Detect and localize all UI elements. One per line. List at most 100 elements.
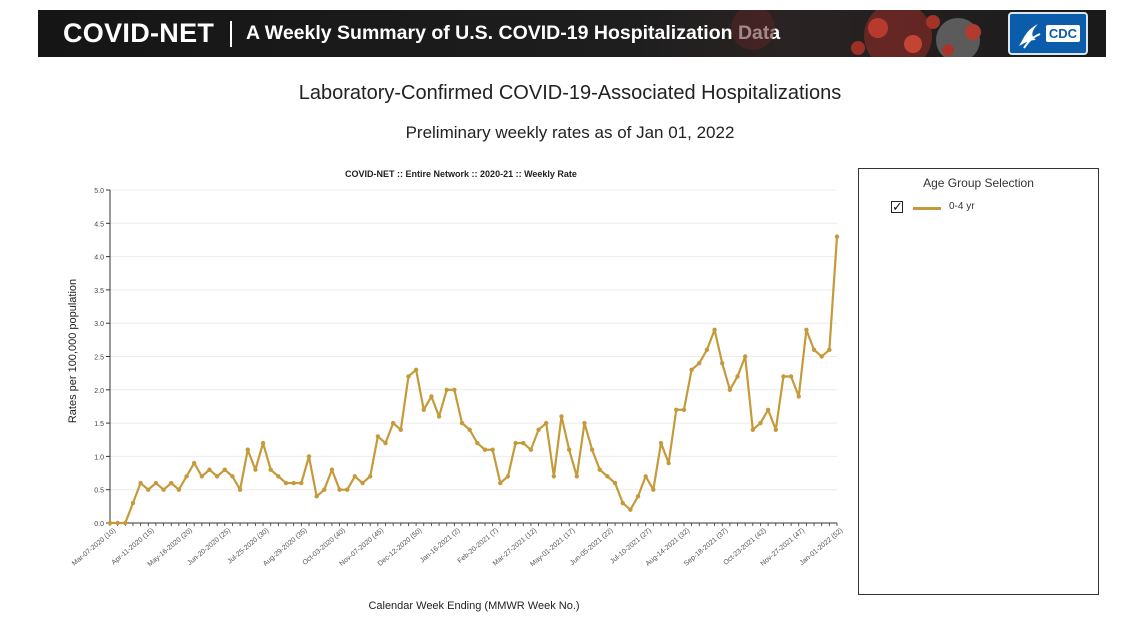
data-point xyxy=(628,507,633,512)
x-tick-label: Jan-16-2021 (2) xyxy=(419,527,462,564)
data-point xyxy=(161,487,166,492)
data-point xyxy=(230,474,235,479)
data-point xyxy=(513,440,518,446)
data-point xyxy=(322,487,327,492)
data-point xyxy=(475,440,480,446)
chart-title: COVID-NET :: Entire Network :: 2020-21 :… xyxy=(345,169,577,179)
y-tick-label: 4.0 xyxy=(94,255,104,262)
data-point xyxy=(582,420,587,426)
checkbox-checked-icon[interactable]: ✓ xyxy=(891,199,903,214)
data-point xyxy=(283,480,289,486)
data-point xyxy=(169,480,174,486)
data-point xyxy=(138,480,143,486)
y-tick-label: 2.5 xyxy=(94,355,104,362)
data-point xyxy=(574,474,580,479)
data-point xyxy=(674,407,679,412)
hhs-eagle-icon xyxy=(1019,24,1041,49)
y-tick-label: 2.0 xyxy=(94,388,104,395)
data-point xyxy=(666,460,671,466)
y-axis-label: Rates per 100,000 population xyxy=(67,279,79,423)
data-point xyxy=(260,440,266,446)
x-tick-label: Jan-01-2022 (52) xyxy=(799,527,845,567)
y-tick-label: 4.5 xyxy=(94,221,104,228)
data-point xyxy=(352,474,358,479)
data-point xyxy=(429,394,434,399)
data-point xyxy=(314,494,319,499)
y-tick-label: 0.5 xyxy=(94,488,104,495)
banner-subtitle: A Weekly Summary of U.S. COVID-19 Hospit… xyxy=(246,22,781,44)
data-point xyxy=(505,474,511,479)
data-point xyxy=(436,414,442,419)
banner-divider xyxy=(230,21,232,47)
data-point xyxy=(482,447,488,452)
cdc-logo[interactable]: CDC xyxy=(1008,12,1088,55)
series-line-0-4-yr xyxy=(110,236,839,525)
data-point xyxy=(184,474,189,479)
data-point xyxy=(406,374,411,379)
y-tick-label: 1.5 xyxy=(94,421,104,428)
data-point xyxy=(276,474,281,479)
data-point xyxy=(421,407,426,412)
data-point xyxy=(781,374,786,379)
data-point xyxy=(345,487,350,492)
data-point xyxy=(827,347,832,353)
data-point xyxy=(788,374,794,379)
data-point xyxy=(329,467,335,472)
data-point xyxy=(123,520,128,526)
data-point xyxy=(643,474,648,479)
data-point xyxy=(207,467,212,472)
data-point xyxy=(742,354,748,359)
data-point xyxy=(115,520,120,526)
data-point xyxy=(191,460,197,466)
data-point xyxy=(528,447,534,452)
data-point xyxy=(765,407,771,412)
x-tick-label: Jun-20-2020 (25) xyxy=(186,527,232,567)
virus-illustration-icon xyxy=(731,10,981,57)
data-point xyxy=(245,447,250,452)
page-subtitle: Preliminary weekly rates as of Jan 01, 2… xyxy=(405,123,735,142)
data-point xyxy=(834,234,840,239)
y-tick-label: 1.0 xyxy=(94,454,104,461)
data-point xyxy=(467,427,472,432)
data-point xyxy=(811,347,817,353)
data-point xyxy=(299,480,304,486)
data-point xyxy=(214,474,220,479)
data-point xyxy=(398,427,403,432)
x-axis-label: Calendar Week Ending (MMWR Week No.) xyxy=(368,600,579,612)
data-point xyxy=(452,387,457,392)
data-point xyxy=(697,360,702,366)
data-point xyxy=(819,354,824,359)
data-point xyxy=(306,454,312,459)
y-tick-label: 3.5 xyxy=(94,288,104,295)
data-point xyxy=(490,447,495,452)
legend-item-label: 0-4 yr xyxy=(949,201,975,212)
hospitalization-rate-chart: COVID-NET :: Entire Network :: 2020-21 :… xyxy=(67,169,844,612)
data-point xyxy=(750,427,756,432)
data-point xyxy=(605,474,610,479)
data-point xyxy=(658,440,664,446)
data-point xyxy=(146,487,151,492)
data-point xyxy=(720,360,725,366)
data-point xyxy=(551,474,557,479)
data-point xyxy=(107,520,113,526)
data-point xyxy=(689,367,694,373)
data-point xyxy=(635,494,641,499)
data-point xyxy=(237,487,243,492)
data-point xyxy=(413,367,419,373)
data-point xyxy=(360,480,365,486)
grid-lines xyxy=(110,189,837,491)
x-tick-label: Jun-05-2021 (22) xyxy=(569,527,615,567)
data-point xyxy=(253,467,258,472)
data-point xyxy=(222,467,227,472)
age-group-legend: Age Group Selection ✓ 0-4 yr xyxy=(858,168,1099,595)
cdc-logo-text: CDC xyxy=(1045,25,1080,42)
data-point xyxy=(199,474,205,479)
x-axis-ticks: Mar-07-2020 (10)Apr-11-2020 (15)May-16-2… xyxy=(71,523,844,568)
data-point xyxy=(383,440,388,446)
data-point xyxy=(681,407,687,412)
data-point xyxy=(521,440,526,446)
data-point xyxy=(712,327,717,333)
data-point xyxy=(773,427,778,432)
page-title: Laboratory-Confirmed COVID-19-Associated… xyxy=(298,82,842,104)
data-point xyxy=(612,480,618,486)
